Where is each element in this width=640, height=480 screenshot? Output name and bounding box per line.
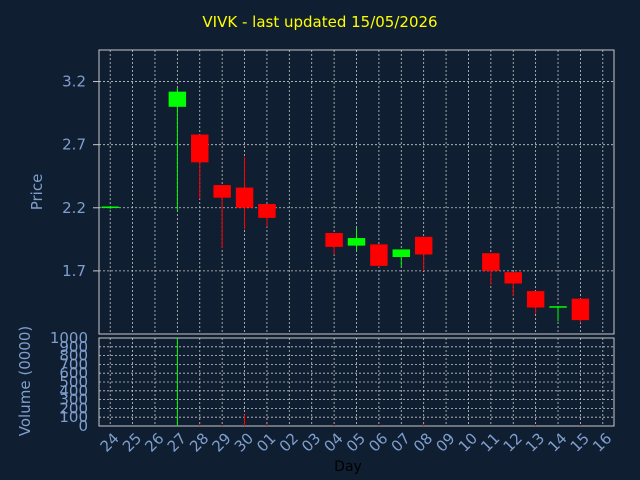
candle-body xyxy=(482,253,500,271)
candle-body xyxy=(370,244,388,266)
chart-title: VIVK - last updated 15/05/2026 xyxy=(202,13,438,31)
candle-body xyxy=(526,291,545,308)
candle-body xyxy=(414,236,433,255)
price-tick-label: 1.7 xyxy=(62,262,86,280)
volume-tick-label: 600 xyxy=(59,364,88,382)
price-tick-label: 2.7 xyxy=(62,136,86,154)
x-tick-label: 16 xyxy=(589,429,615,455)
volume-tick-label: 0 xyxy=(78,417,88,435)
volume-tick-label: 200 xyxy=(59,399,88,417)
volume-tick-label: 800 xyxy=(59,347,88,365)
candle-body xyxy=(235,187,254,208)
volume-tick-label: 300 xyxy=(59,391,88,409)
x-axis-label: Day xyxy=(334,459,362,475)
volume-tick-label: 400 xyxy=(59,382,88,400)
volume-axis-label: Volume (0000) xyxy=(16,326,34,436)
candle-body xyxy=(101,206,119,209)
candle-body xyxy=(571,298,590,321)
volume-tick-label: 500 xyxy=(59,373,88,391)
candle-body xyxy=(213,185,231,198)
price-axis-label: Price xyxy=(28,174,46,211)
volume-tick-label: 1000 xyxy=(50,329,88,347)
candle-body xyxy=(504,272,522,284)
price-tick-label: 3.2 xyxy=(62,73,86,91)
volume-tick-label: 100 xyxy=(59,408,88,426)
candle-body xyxy=(347,238,366,246)
candle-body xyxy=(325,233,343,247)
candle-body xyxy=(549,306,567,308)
candle-body xyxy=(392,249,411,258)
price-tick-label: 2.2 xyxy=(62,199,86,217)
candle-body xyxy=(258,203,276,218)
candle-body xyxy=(191,134,209,163)
volume-tick-label: 700 xyxy=(59,355,88,373)
volume-tick-label: 900 xyxy=(59,338,88,356)
candle-body xyxy=(168,91,187,107)
